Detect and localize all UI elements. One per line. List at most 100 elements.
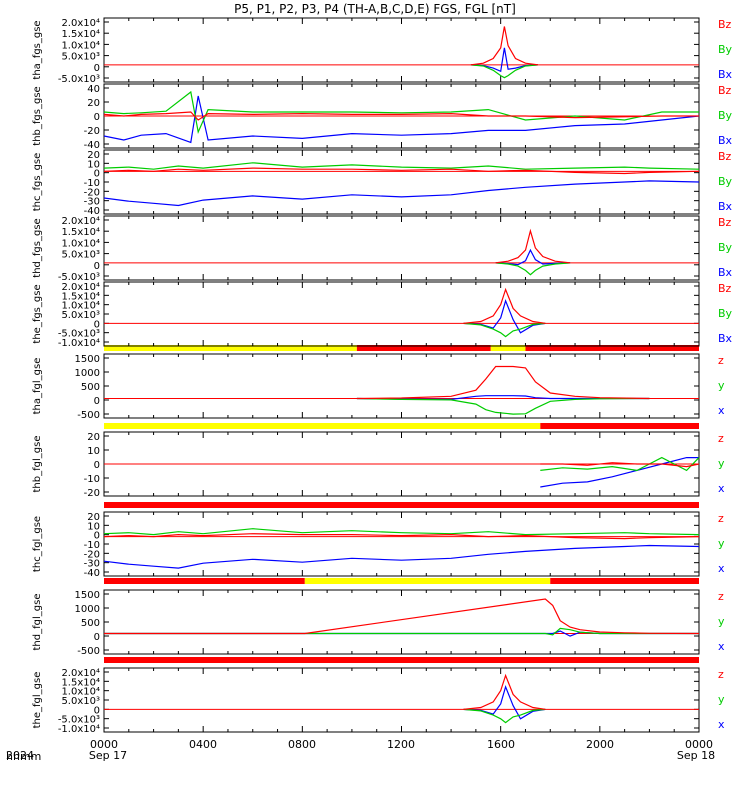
date-end-label: Sep 18 <box>676 749 716 762</box>
y-tick-label-2-6: -40 <box>84 206 100 217</box>
legend-5-0: z <box>718 354 724 367</box>
series-bx-7 <box>103 544 700 569</box>
y-tick-label-0-0: 2.0x10⁴ <box>61 18 100 29</box>
legend-4-2: Bx <box>718 332 733 345</box>
y-tick-label-6-0: 20 <box>87 432 100 443</box>
legend-9-0: z <box>718 668 724 681</box>
series-bz-7 <box>103 533 700 540</box>
y-tick-label-3-3: 5.0x10³ <box>61 250 100 261</box>
flag-bar-5-1 <box>540 423 699 429</box>
series-bx-2 <box>103 180 700 207</box>
flag-bar-5-0 <box>104 423 541 429</box>
legend-2-1: By <box>718 175 733 188</box>
series-bx-9 <box>463 684 546 720</box>
series-bz-1 <box>103 111 699 121</box>
y-tick-label-9-4: 0 <box>94 705 100 716</box>
y-tick-label-1-2: 0 <box>94 112 100 123</box>
series-bz-6 <box>540 462 700 468</box>
series-by-5 <box>356 397 650 415</box>
legend-3-0: Bz <box>718 216 732 229</box>
series-by-4 <box>463 322 546 338</box>
y-tick-label-3-4: 0 <box>94 261 100 272</box>
series-by-2 <box>103 162 700 170</box>
panel-frame-3 <box>103 215 700 281</box>
series-bz-5 <box>356 365 650 400</box>
legend-3-1: By <box>718 241 733 254</box>
panel-ylabel-3: thd_fgs_gse <box>32 218 43 277</box>
y-tick-label-6-3: -10 <box>84 474 100 485</box>
y-tick-label-7-6: -40 <box>84 568 100 579</box>
legend-1-2: Bx <box>718 134 733 147</box>
date-start-label: Sep 17 <box>88 749 128 762</box>
panel-frame-7 <box>103 511 700 577</box>
panel-frame-8 <box>103 589 700 655</box>
series-bz-0 <box>470 26 538 66</box>
time-tick-2: 0800 <box>288 738 316 751</box>
flag-bar-4-1 <box>356 345 491 351</box>
series-by-9 <box>463 708 546 724</box>
panel-frame-9 <box>103 667 700 733</box>
y-tick-label-0-3: 5.0x10³ <box>61 52 100 63</box>
y-tick-label-8-1: 1000 <box>75 604 100 615</box>
y-tick-label-3-5: -5.0x10³ <box>58 272 100 283</box>
panel-frame-2 <box>103 149 700 215</box>
y-tick-label-5-3: 0 <box>94 396 100 407</box>
legend-0-1: By <box>718 43 733 56</box>
legend-5-2: x <box>718 404 725 417</box>
series-bz-3 <box>495 228 571 264</box>
time-tick-3: 1200 <box>387 738 415 751</box>
y-tick-label-6-4: -20 <box>84 488 100 499</box>
series-by-0 <box>470 64 538 79</box>
legend-8-1: y <box>718 615 725 628</box>
y-tick-label-9-1: 1.5x10⁴ <box>61 677 100 688</box>
time-corner-label-1: hhmm <box>6 750 42 763</box>
y-tick-label-8-2: 500 <box>81 618 100 629</box>
time-tick-1: 0400 <box>189 738 217 751</box>
time-tick-5: 2000 <box>586 738 614 751</box>
y-tick-label-2-0: 20 <box>87 150 100 161</box>
series-bx-1 <box>103 95 700 144</box>
y-tick-label-0-1: 1.5x10⁴ <box>61 29 100 40</box>
y-tick-label-0-4: 0 <box>94 63 100 74</box>
flag-bar-4-3 <box>525 345 699 351</box>
legend-6-0: z <box>718 432 724 445</box>
legend-2-0: Bz <box>718 150 732 163</box>
series-by-1 <box>103 90 699 135</box>
series-bx-3 <box>495 248 571 266</box>
y-tick-label-0-2: 1.0x10⁴ <box>61 40 100 51</box>
panel-frame-0 <box>103 17 700 83</box>
y-tick-label-4-6: -1.0x10⁴ <box>58 338 100 349</box>
y-tick-label-2-5: -30 <box>84 197 100 208</box>
series-bx-6 <box>540 457 699 488</box>
panel-frame-5 <box>103 353 700 419</box>
flag-bar-7-2 <box>550 578 699 584</box>
y-tick-label-5-4: -500 <box>77 410 100 421</box>
time-corner-label-2: 2024 <box>6 749 34 762</box>
series-bz-9 <box>463 673 546 710</box>
y-tick-label-3-0: 2.0x10⁴ <box>61 216 100 227</box>
y-tick-label-9-5: -5.0x10³ <box>58 715 100 726</box>
y-tick-label-5-1: 1000 <box>75 368 100 379</box>
y-tick-label-8-4: -500 <box>77 646 100 657</box>
legend-9-1: y <box>718 693 725 706</box>
y-tick-label-2-2: 0 <box>94 169 100 180</box>
series-bz-4 <box>463 287 546 324</box>
legend-0-2: Bx <box>718 68 733 81</box>
legend-4-1: By <box>718 307 733 320</box>
y-tick-label-7-3: -10 <box>84 540 100 551</box>
y-tick-label-7-2: 0 <box>94 531 100 542</box>
y-tick-label-7-0: 20 <box>87 512 100 523</box>
flag-bar-7-1 <box>304 578 551 584</box>
y-tick-label-4-1: 1.5x10⁴ <box>61 291 100 302</box>
y-tick-label-4-3: 5.0x10³ <box>61 310 100 321</box>
flag-bar-8-0 <box>104 657 699 663</box>
y-tick-label-4-2: 1.0x10⁴ <box>61 301 100 312</box>
y-tick-label-7-1: 10 <box>87 521 100 532</box>
flag-bar-4-2 <box>490 345 526 351</box>
series-bx-4 <box>463 298 546 334</box>
y-tick-label-1-4: -40 <box>84 140 100 151</box>
panel-ylabel-5: tha_fgl_gse <box>32 358 43 415</box>
flag-bar-7-0 <box>104 578 305 584</box>
panel-ylabel-9: the_fgl_gse <box>32 672 43 729</box>
